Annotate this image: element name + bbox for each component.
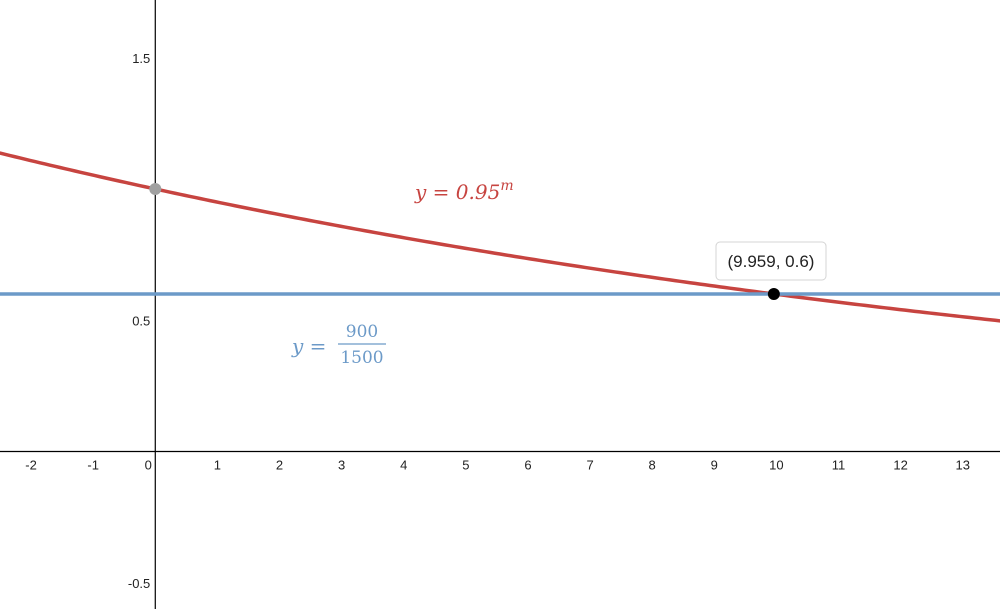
fraction-numerator: 900 [346, 322, 378, 342]
x-tick-label: 13 [955, 458, 969, 473]
x-tick-label: 7 [586, 458, 593, 473]
x-tick-label: 4 [400, 458, 407, 473]
x-tick-label: 9 [711, 458, 718, 473]
exponential-curve[interactable] [0, 151, 1000, 323]
tooltip-label: (9.959, 0.6) [728, 252, 815, 271]
curve-equation-label: y = 0.95m [414, 178, 514, 204]
x-tick-label: 5 [462, 458, 469, 473]
line-equation-lhs: y = [291, 334, 326, 358]
x-tick-label: 1 [214, 458, 221, 473]
fraction-denominator: 1500 [340, 348, 383, 368]
y-tick-label: 1.5 [132, 51, 150, 66]
x-tick-label: 10 [769, 458, 783, 473]
intersection-tooltip: (9.959, 0.6) [715, 241, 827, 281]
points[interactable] [149, 183, 780, 300]
x-tick-label: -1 [87, 458, 99, 473]
x-tick-label: 0 [145, 458, 152, 473]
intersection-point[interactable] [767, 288, 780, 300]
x-tick-label: 3 [338, 458, 345, 473]
y-tick-label: 0.5 [132, 313, 150, 328]
x-tick-label: -2 [25, 458, 37, 473]
x-tick-label: 2 [276, 458, 283, 473]
equation-labels: y = 0.95m y = 900 1500 [291, 178, 514, 368]
y-tick-label: -0.5 [128, 576, 150, 591]
x-tick-label: 12 [893, 458, 907, 473]
tooltip-box [715, 241, 827, 281]
x-tick-label: 11 [832, 458, 846, 473]
curves [0, 151, 1000, 323]
x-tick-label: 6 [524, 458, 531, 473]
y-intercept-point[interactable] [149, 183, 162, 195]
x-tick-label: 8 [649, 458, 656, 473]
line-equation-label: y = 900 1500 [291, 322, 386, 368]
tick-labels: -2 -1 0 1 2 3 4 5 6 7 8 9 10 11 12 131.50.5-0.5 [25, 51, 970, 591]
